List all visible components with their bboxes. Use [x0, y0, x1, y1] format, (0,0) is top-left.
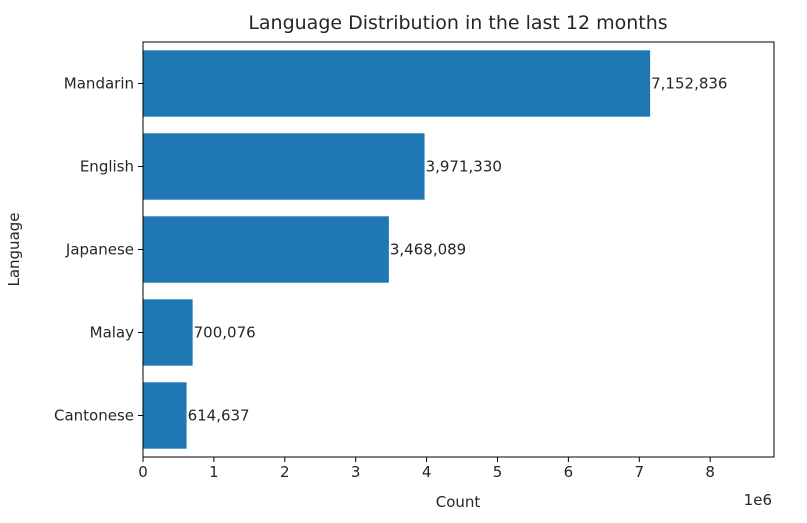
y-tick-label-japanese: Japanese: [65, 241, 134, 259]
x-tick-label: 5: [493, 463, 503, 481]
x-tick-label: 7: [635, 463, 645, 481]
bar-japanese: [143, 216, 389, 283]
bar-malay: [143, 299, 193, 366]
y-tick-label-mandarin: Mandarin: [64, 75, 134, 93]
x-tick-label: 3: [351, 463, 361, 481]
y-tick-label-english: English: [80, 158, 134, 176]
y-tick-label-cantonese: Cantonese: [54, 407, 134, 425]
x-tick-label: 1: [209, 463, 219, 481]
plot-frame: [142, 41, 775, 458]
data-label-japanese: 3,468,089: [390, 241, 466, 259]
x-axis-offset-label: 1e6: [744, 491, 772, 509]
y-axis-label: Language: [5, 212, 23, 286]
y-tick-label-malay: Malay: [90, 324, 134, 342]
bar-english: [143, 133, 425, 200]
x-tick-label: 0: [138, 463, 148, 481]
bar-cantonese: [143, 382, 187, 449]
x-tick-label: 8: [705, 463, 715, 481]
bar-mandarin: [143, 50, 651, 117]
data-label-malay: 700,076: [194, 324, 256, 342]
x-tick-label: 4: [422, 463, 432, 481]
x-tick-label: 2: [280, 463, 290, 481]
x-axis-label: Count: [436, 493, 481, 511]
chart-title: Language Distribution in the last 12 mon…: [248, 12, 667, 34]
data-label-mandarin: 7,152,836: [651, 75, 727, 93]
x-tick-label: 6: [564, 463, 574, 481]
data-label-english: 3,971,330: [426, 158, 502, 176]
data-label-cantonese: 614,637: [188, 407, 250, 425]
